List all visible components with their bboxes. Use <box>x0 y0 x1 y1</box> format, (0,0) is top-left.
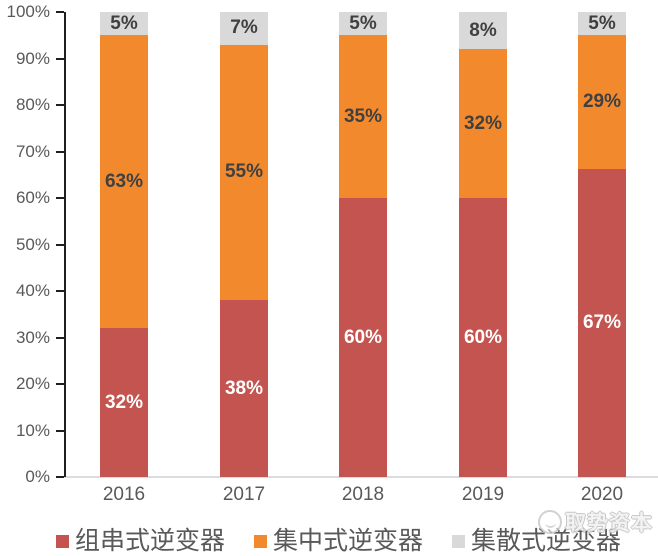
y-axis-tick <box>56 290 64 292</box>
watermark-logo-icon <box>538 510 562 534</box>
x-axis-category-label: 2016 <box>102 484 146 505</box>
y-axis-tick-label: 10% <box>15 420 50 440</box>
watermark-text: 取势资本 <box>565 512 653 535</box>
y-axis-tick-label: 90% <box>15 48 50 68</box>
x-axis-category-label: 2019 <box>461 484 505 505</box>
segment-value-label: 63% <box>104 170 144 192</box>
legend-label-central-inverter: 集中式逆变器 <box>273 527 424 555</box>
y-axis-tick <box>56 336 64 339</box>
segment-value-label: 55% <box>224 161 264 183</box>
y-axis-tick <box>56 104 64 106</box>
y-axis-tick <box>56 150 64 153</box>
bar-segment <box>220 300 268 477</box>
segment-value-label: 35% <box>343 105 383 127</box>
y-axis-line <box>64 12 66 477</box>
x-axis-category-label: 2017 <box>222 484 266 505</box>
y-axis-tick-label: 60% <box>15 188 50 207</box>
y-axis-tick <box>56 429 64 432</box>
segment-value-label: 60% <box>343 326 383 348</box>
segment-value-label: 32% <box>104 391 144 413</box>
y-axis-tick-label: 0% <box>25 467 50 486</box>
bar-segment <box>339 198 387 477</box>
bar-segment <box>578 35 626 169</box>
bar-segment <box>578 12 626 36</box>
y-axis-tick <box>56 57 64 60</box>
y-axis-tick <box>56 243 64 246</box>
segment-value-label: 5% <box>349 12 377 34</box>
segment-value-label: 67% <box>582 311 622 333</box>
x-axis-category-label: 2018 <box>341 484 385 505</box>
bar-segment <box>339 12 387 36</box>
y-axis-tick-label: 70% <box>15 141 50 161</box>
bar-segment <box>100 35 148 329</box>
legend-swatch-orange-icon <box>254 535 267 548</box>
bar-segment <box>459 12 507 50</box>
y-axis-tick-label: 40% <box>15 281 50 300</box>
y-axis-tick <box>56 197 64 199</box>
segment-value-label: 60% <box>463 326 503 348</box>
x-axis-line <box>64 476 658 478</box>
y-axis-tick-label: 50% <box>15 234 50 254</box>
legend-label-string-inverter: 组串式逆变器 <box>75 527 226 555</box>
y-axis-tick-label: 80% <box>15 95 50 114</box>
bar-segment <box>100 12 148 36</box>
bar-segment <box>339 35 387 198</box>
bar-segment <box>220 12 268 45</box>
y-axis-tick-label: 100% <box>6 2 50 21</box>
legend-swatch-gray-icon <box>452 535 465 548</box>
bar-segment <box>459 49 507 198</box>
y-axis-tick-label: 30% <box>15 327 50 347</box>
legend-item-string-inverter: 组串式逆变器 <box>56 527 225 556</box>
y-axis-tick <box>56 11 64 13</box>
legend-swatch-red-icon <box>56 535 69 548</box>
segment-value-label: 38% <box>224 377 264 399</box>
legend-item-central-inverter: 集中式逆变器 <box>254 527 423 556</box>
bar-segment <box>220 44 268 301</box>
bar-segment <box>100 328 148 477</box>
watermark: 取势资本 <box>538 507 653 537</box>
bar-segment <box>459 198 507 477</box>
y-axis-tick <box>56 476 64 478</box>
segment-value-label: 32% <box>463 112 503 134</box>
segment-value-label: 29% <box>582 90 622 112</box>
segment-value-label: 5% <box>588 12 616 34</box>
y-axis-tick <box>56 383 64 385</box>
y-axis-tick-label: 20% <box>15 374 50 393</box>
x-axis-category-label: 2020 <box>580 484 624 505</box>
bar-segment <box>578 168 626 477</box>
segment-value-label: 7% <box>230 17 258 39</box>
segment-value-label: 8% <box>469 19 497 41</box>
segment-value-label: 5% <box>110 12 138 34</box>
